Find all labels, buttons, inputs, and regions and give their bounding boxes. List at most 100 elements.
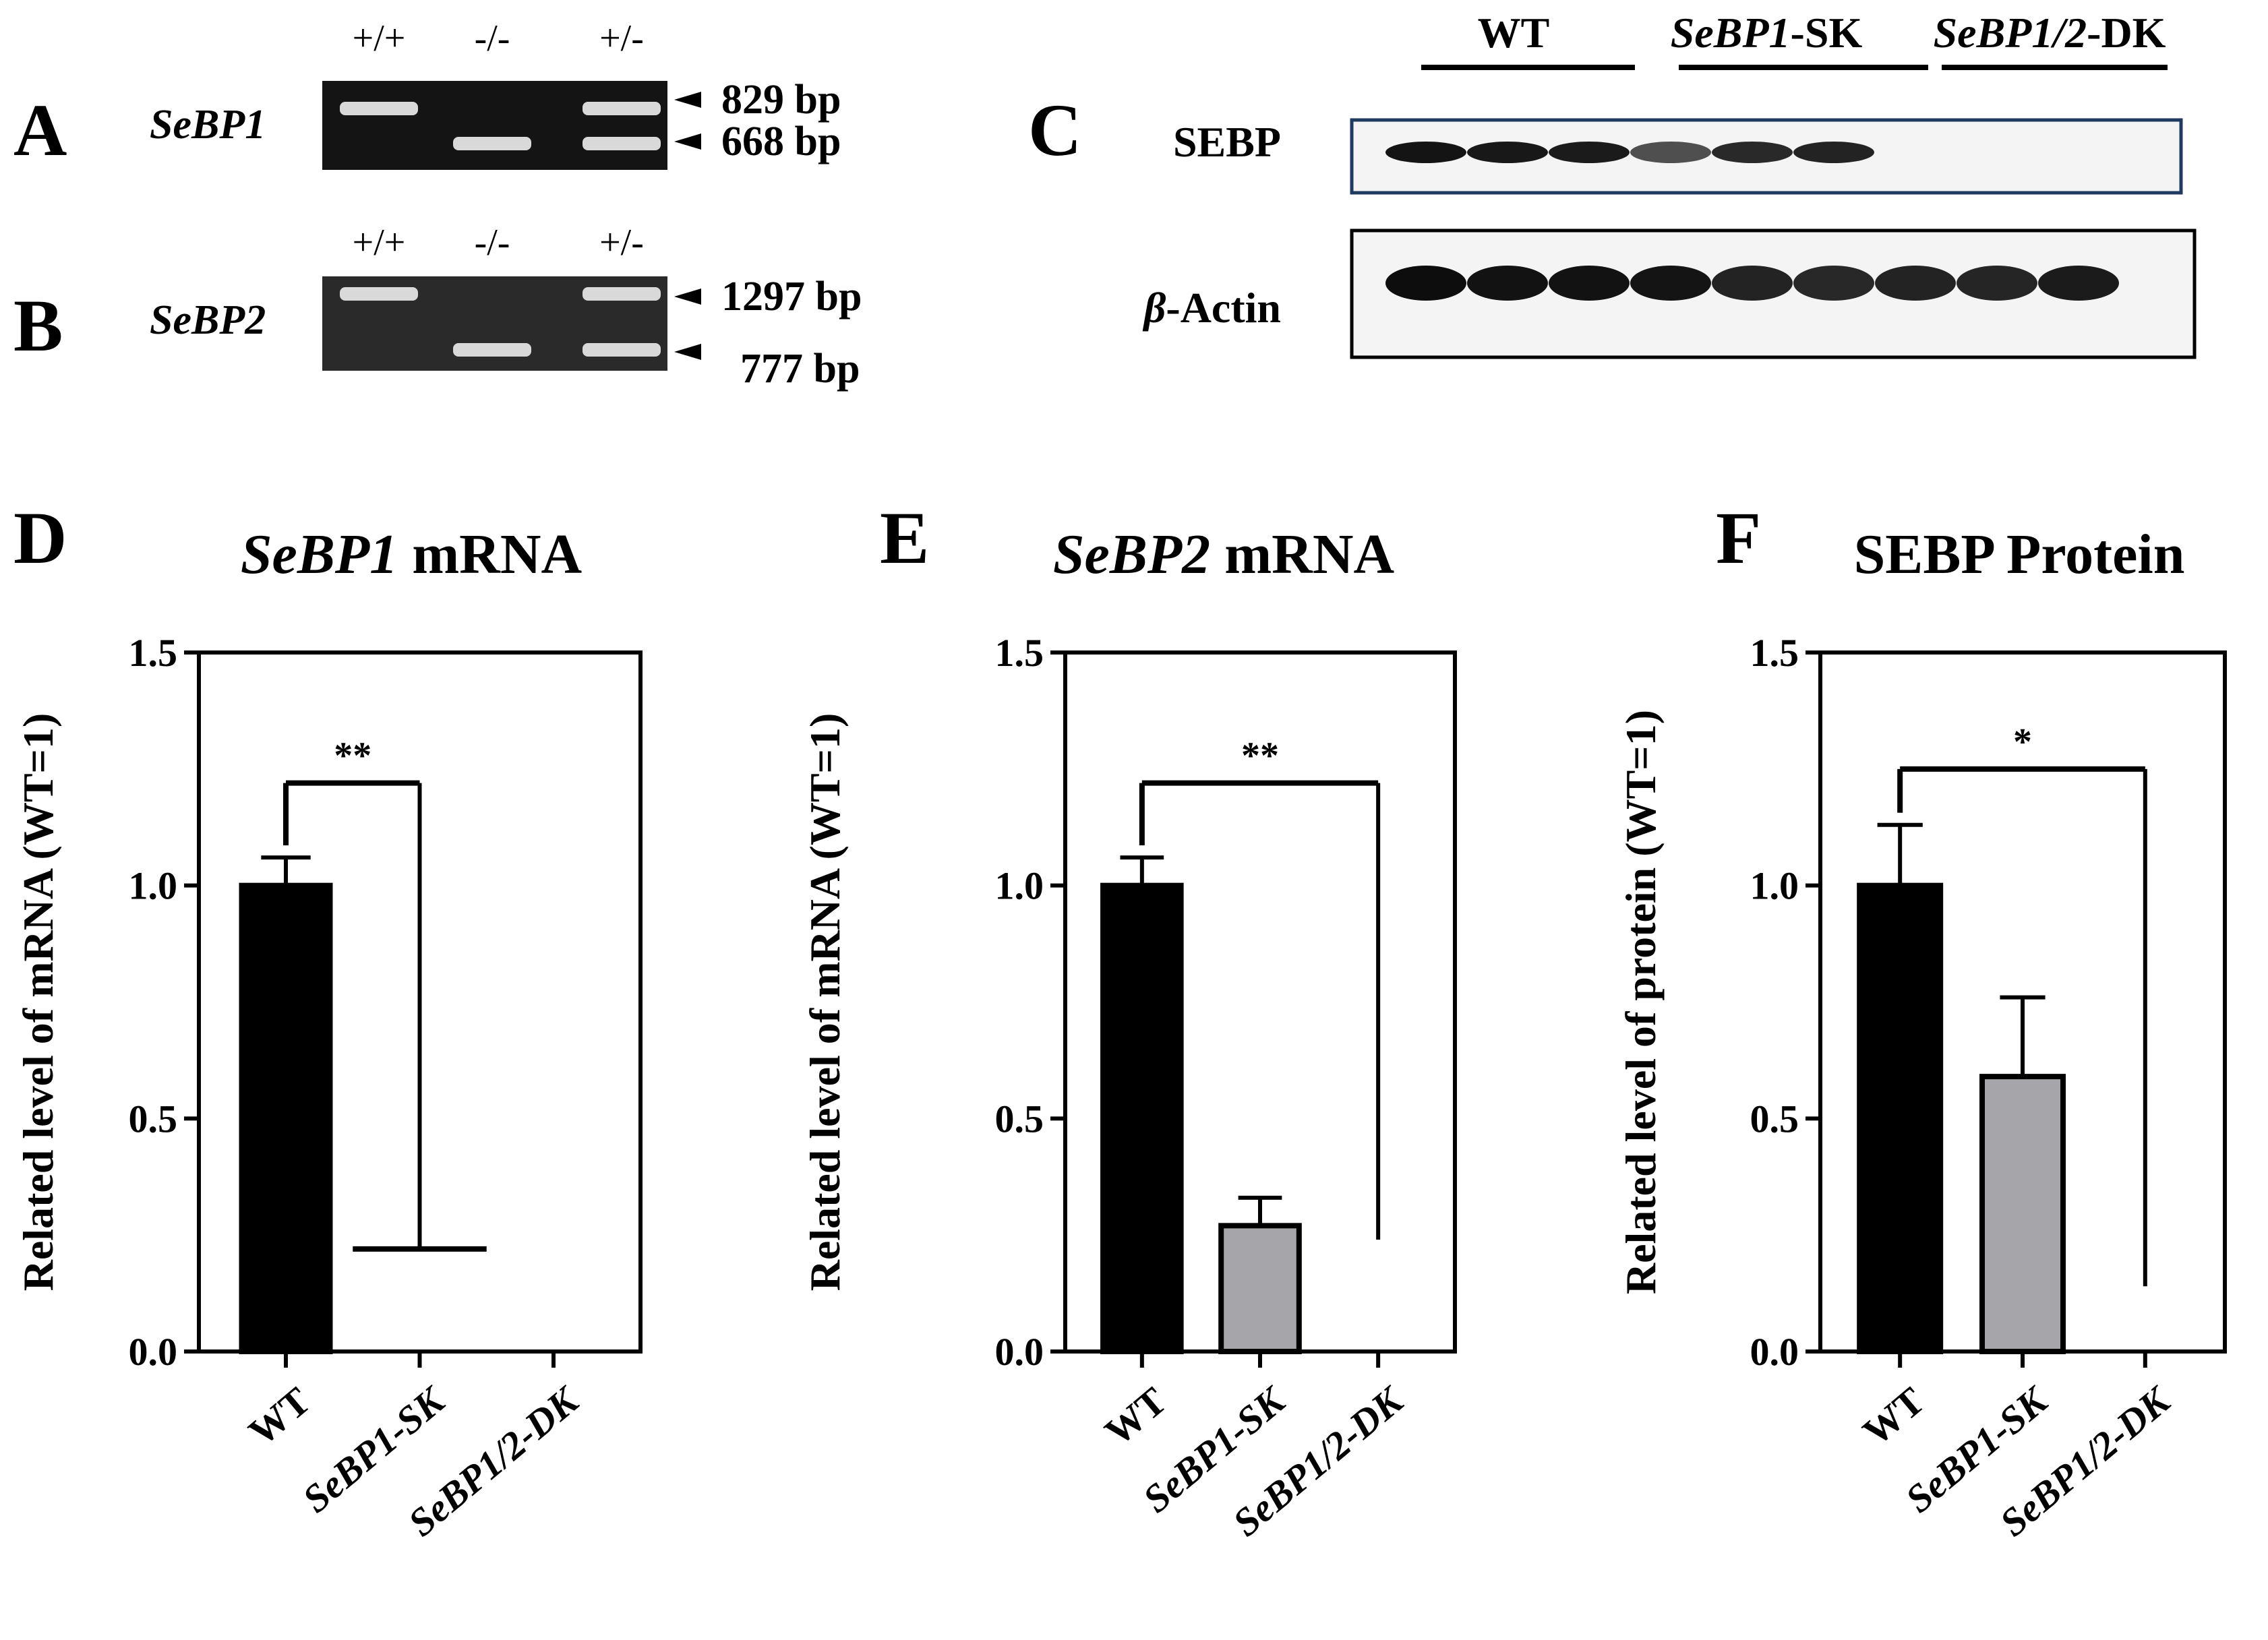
gel-band <box>340 287 418 301</box>
chart-E: E SeBP2 mRNA 0.0 0.5 1.0 1.5 Related level of … <box>801 497 1457 1545</box>
band-arrow-icon <box>674 288 701 305</box>
band-size-label: 1297 bp <box>721 274 862 320</box>
gel-band <box>583 343 661 357</box>
lane-label: +/- <box>599 18 644 59</box>
bar <box>1218 1223 1302 1354</box>
y-tick-label: 0.0 <box>995 1330 1044 1374</box>
bar <box>1100 882 1184 1354</box>
bar <box>239 882 333 1354</box>
gel-band <box>453 343 531 357</box>
chart-D: D SeBP1 mRNA 0.0 0.5 1.0 1.5 Related level of … <box>13 497 643 1545</box>
panel-letter: D <box>13 497 67 579</box>
blot-band <box>1630 266 1711 301</box>
lane-label: +/+ <box>353 222 406 264</box>
chart-title-part: SeBP1 <box>241 523 398 586</box>
y-tick-label: 0.5 <box>1750 1097 1799 1141</box>
blot-band <box>1467 142 1548 163</box>
band-arrow-icon <box>674 344 701 360</box>
gel-band <box>453 137 531 150</box>
y-axis-title: Related level of protein (WT=1) <box>1617 710 1665 1294</box>
category-label: WT <box>1096 1378 1174 1454</box>
blot-row <box>1350 118 2183 195</box>
gene-label: SeBP1 <box>150 102 266 148</box>
gel-image <box>322 81 667 170</box>
panel-letter: C <box>1028 89 1081 171</box>
y-tick-label: 1.0 <box>995 864 1044 908</box>
gel-band <box>340 102 418 115</box>
band-arrow-icon <box>674 133 701 150</box>
chart-title: SeBP2 mRNA <box>1053 523 1395 586</box>
western-blot-panel: C WT SeBP1-SK SeBP1/2-DK SEBP β-Actin <box>1028 9 2197 359</box>
chart-title-part: mRNA <box>1210 523 1394 586</box>
group-label: WT <box>1478 9 1550 57</box>
blot-band <box>1793 266 1874 301</box>
group-label-part: WT <box>1478 9 1550 57</box>
gel-band <box>583 102 661 115</box>
gel-panel-B: B SeBP2 +/+ -/- +/- 1297 bp 777 bp <box>13 222 862 392</box>
panel-letter: B <box>13 284 63 367</box>
blot-band <box>1875 266 1956 301</box>
lane-label: -/- <box>475 18 510 59</box>
y-axis-title: Related level of mRNA (WT=1) <box>801 713 849 1292</box>
blot-band <box>1467 266 1548 301</box>
blot-band <box>1549 142 1630 163</box>
blot-row-label-text: SEBP <box>1173 118 1281 166</box>
chart-title-part: SEBP Protein <box>1854 523 2185 586</box>
blot-band <box>1793 142 1874 163</box>
panel-letter: E <box>880 497 929 579</box>
group-label-part: SeBP1 <box>1671 9 1791 57</box>
category-label: WT <box>241 1378 319 1454</box>
chart-F: F SEBP Protein 0.0 0.5 1.0 1.5 Related level o… <box>1617 497 2227 1545</box>
y-tick-label: 0.0 <box>1750 1330 1799 1374</box>
blot-band <box>1385 142 1466 163</box>
blot-row-label: SEBP <box>1173 118 1281 166</box>
lane-label: -/- <box>475 222 510 264</box>
chart-title-part: SeBP2 <box>1053 523 1210 586</box>
gene-label: SeBP2 <box>150 297 266 343</box>
chart-title-part: mRNA <box>398 523 582 586</box>
category-label-part: WT <box>1855 1378 1933 1454</box>
group-label-part: -DK <box>2087 9 2166 57</box>
significance-label: ** <box>1241 735 1279 777</box>
gel-band <box>583 137 661 150</box>
significance-label: ** <box>334 735 371 777</box>
chart-title: SEBP Protein <box>1854 523 2185 586</box>
band-size-label: 829 bp <box>721 77 841 123</box>
blot-band <box>1957 266 2037 301</box>
blot-row-label-text: -Actin <box>1166 284 1281 332</box>
significance-label: * <box>2013 721 2032 763</box>
lane-label: +/- <box>599 222 644 264</box>
y-tick-label: 1.5 <box>1750 631 1799 675</box>
blot-band <box>1712 266 1793 301</box>
group-label: SeBP1/2-DK <box>1934 9 2166 57</box>
band-size-label: 668 bp <box>721 119 841 164</box>
panel-letter: F <box>1716 497 1761 579</box>
band-arrow-icon <box>674 92 701 108</box>
y-tick-label: 1.0 <box>129 864 178 908</box>
lane-label: +/+ <box>353 18 406 59</box>
y-tick-label: 1.0 <box>1750 864 1799 908</box>
band-size-label: 777 bp <box>740 346 860 392</box>
group-label: SeBP1-SK <box>1671 9 1863 57</box>
y-tick-label: 0.5 <box>995 1097 1044 1141</box>
blot-row-label-prefix: β <box>1143 284 1166 332</box>
blot-row <box>1350 229 2197 359</box>
bar <box>1857 882 1944 1354</box>
category-label-part: WT <box>241 1378 319 1454</box>
group-label-part: SeBP1/2 <box>1934 9 2087 57</box>
group-label-part: -SK <box>1791 9 1863 57</box>
blot-band <box>1712 142 1793 163</box>
blot-band <box>2038 266 2119 301</box>
y-tick-label: 0.5 <box>129 1097 178 1141</box>
bar <box>1979 1074 2066 1354</box>
category-label: WT <box>1855 1378 1933 1454</box>
y-tick-label: 1.5 <box>995 631 1044 675</box>
blot-band <box>1630 142 1711 163</box>
panel-letter: A <box>13 89 67 171</box>
y-tick-label: 0.0 <box>129 1330 178 1374</box>
blot-band <box>1385 266 1466 301</box>
blot-row-label: β-Actin <box>1143 284 1281 332</box>
